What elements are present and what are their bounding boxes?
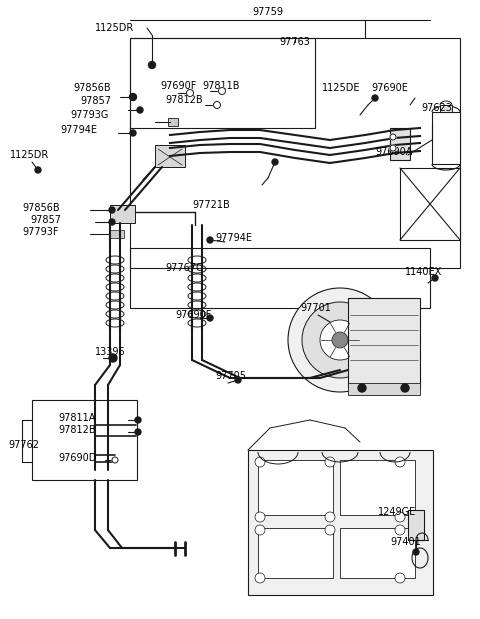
Circle shape (207, 237, 213, 243)
Text: 1249GE: 1249GE (378, 507, 416, 517)
Circle shape (109, 207, 115, 213)
Text: 97763: 97763 (279, 37, 311, 47)
Bar (390, 128, 410, 160)
Circle shape (413, 549, 419, 555)
Circle shape (395, 457, 405, 467)
Circle shape (207, 315, 213, 321)
Bar (348, 298, 420, 388)
Circle shape (432, 275, 438, 281)
Circle shape (395, 525, 405, 535)
Text: 97793F: 97793F (22, 227, 59, 237)
Bar (440, 105, 452, 112)
Text: 1125DR: 1125DR (95, 23, 134, 33)
Circle shape (325, 457, 335, 467)
Circle shape (401, 384, 409, 392)
Circle shape (288, 288, 392, 392)
Circle shape (255, 525, 265, 535)
Bar (408, 510, 424, 540)
Text: 97701: 97701 (300, 303, 331, 313)
Text: 97762: 97762 (8, 440, 39, 450)
Text: 97856B: 97856B (73, 83, 110, 93)
Circle shape (235, 377, 241, 383)
Text: 97759: 97759 (252, 7, 284, 17)
Text: 97856B: 97856B (22, 203, 60, 213)
Text: 97690F: 97690F (175, 310, 211, 320)
Circle shape (255, 512, 265, 522)
Bar (168, 118, 178, 126)
Bar (258, 460, 333, 515)
Circle shape (255, 573, 265, 583)
Bar (340, 460, 415, 515)
Bar (155, 145, 185, 167)
Circle shape (35, 167, 41, 173)
Circle shape (214, 102, 220, 108)
Circle shape (325, 512, 335, 522)
Bar (130, 38, 315, 128)
Bar (110, 230, 124, 238)
Text: 13396: 13396 (95, 347, 126, 357)
Text: 97690A: 97690A (375, 147, 412, 157)
Circle shape (372, 95, 378, 101)
Text: 1140EX: 1140EX (405, 267, 442, 277)
Circle shape (187, 90, 193, 97)
Bar (130, 38, 460, 268)
Bar (130, 248, 430, 308)
Circle shape (390, 145, 396, 151)
Circle shape (332, 332, 348, 348)
Text: 97767C: 97767C (165, 263, 203, 273)
Circle shape (272, 159, 278, 165)
Circle shape (255, 457, 265, 467)
Bar (248, 450, 433, 595)
Text: 97794E: 97794E (215, 233, 252, 243)
Text: 97623: 97623 (421, 103, 452, 113)
Circle shape (109, 354, 117, 362)
Circle shape (130, 130, 136, 136)
Text: 97811B: 97811B (202, 81, 240, 91)
Bar (348, 383, 420, 395)
Text: 97690F: 97690F (160, 81, 196, 91)
Circle shape (109, 219, 115, 225)
Circle shape (320, 320, 360, 360)
Text: 97793G: 97793G (70, 110, 108, 120)
Bar (258, 528, 333, 578)
Circle shape (395, 512, 405, 522)
Text: 97721B: 97721B (192, 200, 230, 210)
Text: 1125DR: 1125DR (10, 150, 49, 160)
Circle shape (112, 457, 118, 463)
Text: 97705: 97705 (215, 371, 246, 381)
Text: 97857: 97857 (30, 215, 61, 225)
Circle shape (135, 429, 141, 435)
Bar (432, 112, 460, 164)
Circle shape (135, 417, 141, 423)
Circle shape (302, 302, 378, 378)
Text: 97812B: 97812B (58, 425, 96, 435)
Circle shape (148, 61, 156, 69)
Bar (110, 205, 135, 223)
Bar (340, 528, 415, 578)
Circle shape (218, 87, 226, 95)
Text: 97401: 97401 (390, 537, 421, 547)
Circle shape (358, 384, 366, 392)
Text: 97690E: 97690E (371, 83, 408, 93)
Circle shape (130, 93, 136, 100)
Text: 97857: 97857 (80, 96, 111, 106)
Text: 97690D: 97690D (58, 453, 96, 463)
Circle shape (137, 107, 143, 113)
Circle shape (390, 134, 396, 140)
Text: 1125DE: 1125DE (322, 83, 360, 93)
Text: 97811A: 97811A (58, 413, 96, 423)
Circle shape (395, 573, 405, 583)
Bar (32, 400, 137, 480)
Circle shape (325, 525, 335, 535)
Text: 97812B: 97812B (165, 95, 203, 105)
Text: 97794E: 97794E (60, 125, 97, 135)
